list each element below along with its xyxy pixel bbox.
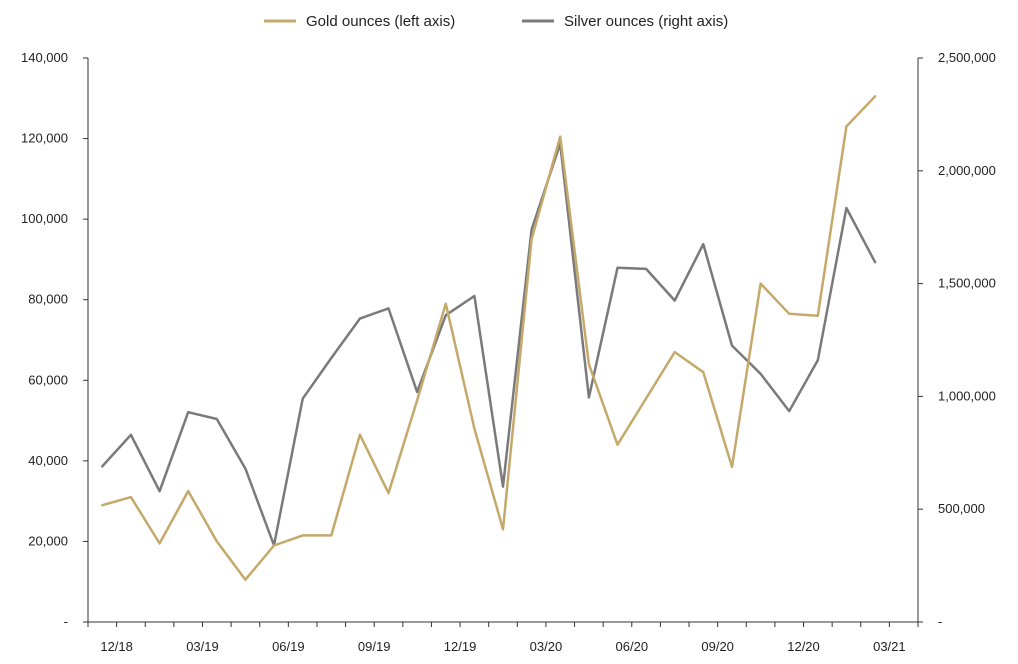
legend-label-silver: Silver ounces (right axis) <box>564 13 728 30</box>
right-tick-label: 2,000,000 <box>938 163 996 178</box>
right-axis-ticks: - 500,000 1,000,000 1,500,000 2,000,000 2,500… <box>918 50 996 629</box>
x-tick-label: 09/20 <box>701 639 734 654</box>
left-tick-label: 140,000 <box>21 50 68 65</box>
right-tick-label: 2,500,000 <box>938 50 996 65</box>
legend-label-gold: Gold ounces (left axis) <box>306 13 455 30</box>
x-tick-label: 12/18 <box>100 639 133 654</box>
left-axis-ticks: - 20,000 40,000 60,000 80,000 100,000 120,000 1… <box>21 50 88 629</box>
x-tick-label: 12/19 <box>444 639 477 654</box>
x-tick-label: 12/20 <box>787 639 820 654</box>
left-tick-label: - <box>64 614 68 629</box>
legend: Gold ounces (left axis) Silver ounces (r… <box>264 13 728 30</box>
left-tick-label: 100,000 <box>21 211 68 226</box>
right-tick-label: 1,500,000 <box>938 276 996 291</box>
right-tick-label: 1,000,000 <box>938 388 996 403</box>
x-tick-label: 06/20 <box>616 639 649 654</box>
x-tick-label: 03/20 <box>530 639 563 654</box>
series-layer <box>101 95 877 581</box>
x-tick-label: 03/19 <box>186 639 219 654</box>
silver-series-line <box>101 142 877 547</box>
gold-series-line <box>101 95 877 581</box>
left-tick-label: 80,000 <box>28 292 68 307</box>
left-tick-label: 60,000 <box>28 372 68 387</box>
left-tick-label: 20,000 <box>28 533 68 548</box>
left-tick-label: 40,000 <box>28 453 68 468</box>
x-tick-label: 03/21 <box>873 639 906 654</box>
right-tick-label: 500,000 <box>938 501 985 516</box>
right-tick-label: - <box>938 614 942 629</box>
x-tick-label: 06/19 <box>272 639 305 654</box>
x-axis-ticks: 12/18 03/19 06/19 09/19 12/19 03/20 06/20 09/20… <box>87 622 919 654</box>
x-tick-label: 09/19 <box>358 639 391 654</box>
left-tick-label: 120,000 <box>21 131 68 146</box>
